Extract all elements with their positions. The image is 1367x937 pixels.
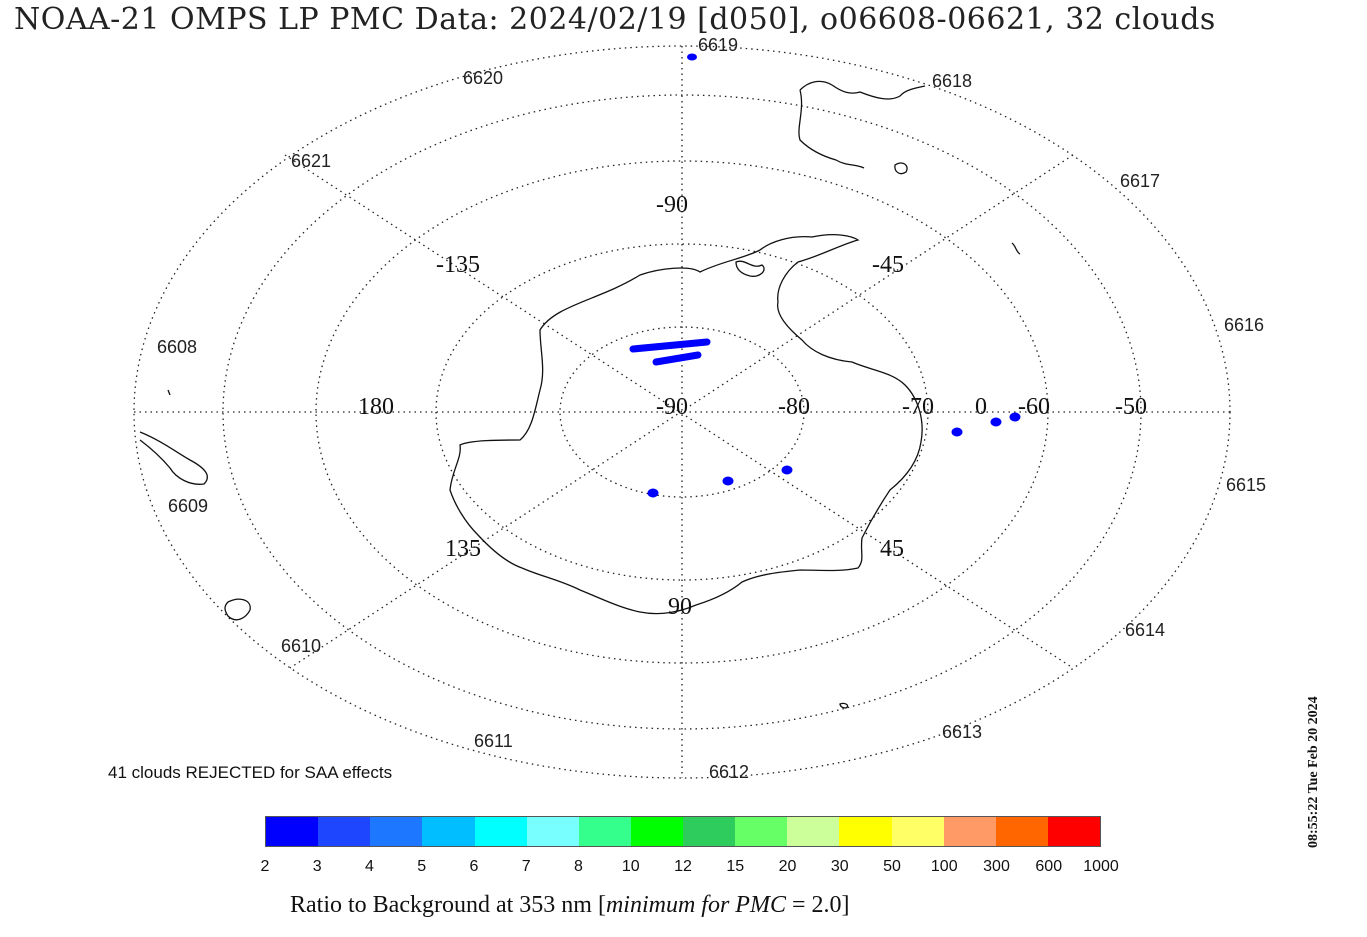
latitude-label-group: -90 -80 -70 -60 -50 [656, 394, 1147, 420]
tasmania [224, 598, 251, 621]
colorbar-swatch [683, 817, 736, 846]
falkland-islands [894, 162, 908, 175]
colorbar-swatch [787, 817, 840, 846]
orbit-label-group: 6608 6609 6610 6611 6612 6613 6614 6615 … [157, 35, 1266, 782]
orbit-label-6617: 6617 [1120, 171, 1160, 191]
colorbar-swatch [422, 817, 475, 846]
colorbar-tick-label: 3 [312, 858, 322, 875]
colorbar-tick-label: 12 [674, 858, 692, 875]
colorbar-swatch [318, 817, 371, 846]
longitude-label-group: -90 -45 0 45 90 135 180 -135 [358, 192, 987, 620]
cloud-point [722, 476, 734, 486]
orbit-label-6614: 6614 [1125, 620, 1165, 640]
colorbar-tick-label: 8 [574, 858, 583, 875]
colorbar-label: Ratio to Background at 353 nm [minimum f… [290, 892, 849, 919]
lat-label-60: -60 [1018, 394, 1050, 420]
colorbar-label-italic: minimum for PMC [605, 892, 786, 918]
colorbar-swatch [370, 817, 423, 846]
ring-70 [435, 243, 929, 581]
orbit-label-6609: 6609 [168, 496, 208, 516]
lon-label-45: 45 [880, 536, 904, 562]
cloud-point [1009, 412, 1021, 422]
small-island-1 [167, 389, 171, 396]
cloud-point [647, 488, 659, 498]
colorbar-tick-label: 2 [260, 858, 270, 875]
colorbar-tick-label: 5 [417, 858, 427, 875]
cloud-point [951, 427, 963, 437]
orbit-label-6615: 6615 [1226, 475, 1266, 495]
colorbar-tick-label: 10 [621, 858, 640, 875]
cloud-streak-1 [629, 338, 711, 353]
antarctica-coast [449, 234, 923, 615]
colorbar-swatch [474, 817, 527, 846]
colorbar-tick-label: 50 [883, 858, 901, 875]
lon-label-minus45: -45 [872, 252, 904, 278]
colorbar-swatch [1047, 817, 1100, 846]
colorbar-swatch [630, 817, 683, 846]
new-zealand-south [139, 431, 208, 485]
south-america-coast [798, 80, 926, 169]
cloud-point [781, 465, 793, 475]
orbit-label-6613: 6613 [942, 722, 982, 742]
colorbar-tick-label: 4 [365, 858, 374, 875]
south-georgia [1011, 242, 1021, 255]
lon-label-minus90: -90 [656, 192, 688, 218]
polar-map: -90 -80 -70 -60 -50 -90 -45 0 45 90 135 … [133, 35, 1266, 782]
colorbar-swatch [526, 817, 579, 846]
orbit-label-6619: 6619 [698, 35, 738, 55]
colorbar-swatch [578, 817, 631, 846]
small-island-2 [839, 702, 849, 709]
orbit-label-6610: 6610 [281, 636, 321, 656]
colorbar [265, 816, 1101, 847]
lat-label-90: -90 [656, 394, 688, 420]
colorbar-label-suffix: = 2.0] [785, 892, 850, 918]
colorbar-tick-label: 7 [521, 858, 531, 875]
cloud-streak-2 [652, 351, 702, 366]
colorbar-tick-label: 15 [726, 858, 745, 875]
lat-label-50: -50 [1115, 394, 1147, 420]
orbit-label-6621: 6621 [291, 151, 331, 171]
orbit-label-6611: 6611 [474, 731, 513, 751]
colorbar-swatch [995, 817, 1048, 846]
lon-label-minus135: -135 [436, 252, 480, 278]
lat-label-80: -80 [778, 394, 810, 420]
meridian-diag-2 [289, 154, 1074, 669]
colorbar-swatch [735, 817, 788, 846]
coastlines [139, 80, 1021, 709]
lat-label-70: -70 [902, 394, 934, 420]
orbit-label-6608: 6608 [157, 337, 197, 357]
cloud-markers [629, 53, 1021, 498]
rejected-clouds-note: 41 clouds REJECTED for SAA effects [108, 763, 393, 782]
colorbar-label-prefix: Ratio to Background at 353 nm [ [290, 892, 606, 918]
colorbar-swatch [891, 817, 944, 846]
orbit-label-6620: 6620 [463, 68, 503, 88]
lon-label-0: 0 [975, 394, 987, 420]
colorbar-tick-label: 20 [778, 858, 797, 875]
peninsula-tip [735, 260, 765, 277]
colorbar-ticks: 2 3 4 5 6 7 8 10 12 15 20 30 50 100 300 600 1000 [0, 858, 1367, 880]
chart-title: NOAA-21 OMPS LP PMC Data: 2024/02/19 [d0… [14, 2, 1216, 37]
colorbar-swatch [943, 817, 996, 846]
orbit-label-6616: 6616 [1224, 315, 1264, 335]
colorbar-swatch [839, 817, 892, 846]
meridians [134, 46, 1230, 778]
colorbar-tick-label: 1000 [1083, 858, 1119, 875]
colorbar-swatch [266, 817, 319, 846]
orbit-label-6612: 6612 [709, 762, 749, 782]
colorbar-tick-label: 300 [983, 858, 1010, 875]
colorbar-tick-label: 100 [930, 858, 958, 875]
colorbar-tick-label: 30 [830, 858, 849, 875]
cloud-point [990, 417, 1002, 427]
timestamp: 08:55:22 Tue Feb 20 2024 [1306, 696, 1321, 848]
lon-label-180: 180 [358, 394, 394, 420]
lon-label-135: 135 [445, 536, 481, 562]
lon-label-90: 90 [668, 594, 692, 620]
colorbar-tick-label: 6 [469, 858, 479, 875]
cloud-point [687, 53, 697, 61]
ring-80 [559, 326, 805, 498]
orbit-label-6618: 6618 [932, 71, 972, 91]
colorbar-tick-label: 600 [1035, 858, 1063, 875]
